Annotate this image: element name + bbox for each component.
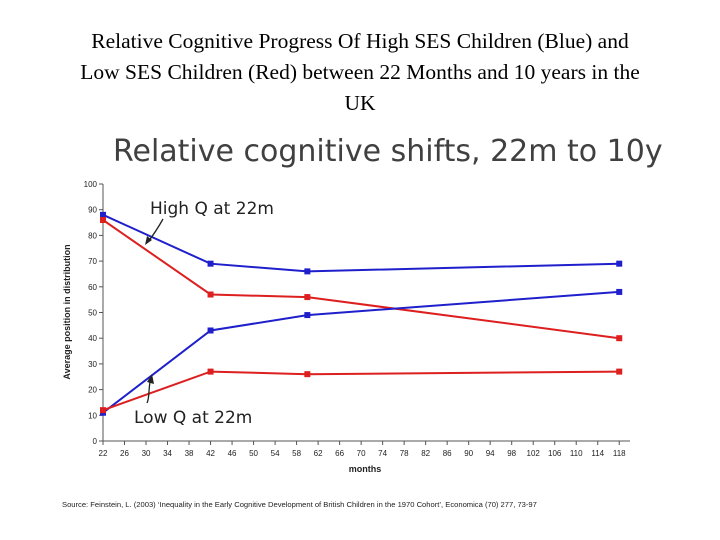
x-tick-label: 82 xyxy=(421,449,430,458)
data-point xyxy=(207,368,214,375)
chart-series xyxy=(100,211,623,416)
data-point xyxy=(304,268,311,275)
annotation-low-arrowhead xyxy=(147,374,154,384)
data-point xyxy=(100,211,106,218)
source-citation: Source: Feinstein, L. (2003) ‘Inequality… xyxy=(62,500,537,509)
x-tick-label: 94 xyxy=(486,449,495,458)
data-point xyxy=(207,260,214,267)
series-line-high-1 xyxy=(102,219,620,340)
x-tick-label: 110 xyxy=(570,449,583,458)
data-point xyxy=(616,260,623,267)
slide-title-line-2: Low SES Children (Red) between 22 Months… xyxy=(80,60,640,84)
y-tick-label: 70 xyxy=(88,257,97,266)
chart-annotations: High Q at 22m Low Q at 22m xyxy=(134,199,274,428)
y-tick-label: 100 xyxy=(84,180,98,189)
x-tick-label: 78 xyxy=(400,449,409,458)
annotation-high-arrowhead xyxy=(145,236,152,245)
y-tick-label: 10 xyxy=(88,411,97,420)
y-tick-label: 80 xyxy=(88,231,97,240)
data-point xyxy=(616,288,623,295)
data-point xyxy=(616,368,623,375)
x-tick-label: 98 xyxy=(507,449,516,458)
data-point xyxy=(616,335,623,342)
data-point xyxy=(207,327,214,334)
y-tick-label: 60 xyxy=(88,283,97,292)
x-tick-label: 34 xyxy=(163,449,172,458)
data-point xyxy=(100,407,106,414)
data-point xyxy=(207,291,214,298)
x-tick-label: 90 xyxy=(464,449,473,458)
annotation-high-q: High Q at 22m xyxy=(150,199,274,219)
x-tick-label: 74 xyxy=(378,449,387,458)
x-tick-label: 50 xyxy=(249,449,258,458)
data-point xyxy=(304,371,311,378)
slide-title-line-1: Relative Cognitive Progress Of High SES … xyxy=(91,29,629,53)
x-tick-label: 70 xyxy=(357,449,366,458)
slide-title: Relative Cognitive Progress Of High SES … xyxy=(0,26,720,119)
x-tick-label: 22 xyxy=(99,449,108,458)
x-tick-label: 66 xyxy=(335,449,344,458)
y-axis-label: Average position in distribution xyxy=(62,244,72,379)
x-tick-label: 38 xyxy=(185,449,194,458)
x-tick-label: 106 xyxy=(548,449,562,458)
x-tick-label: 58 xyxy=(292,449,301,458)
x-axis-label: months xyxy=(349,464,382,474)
data-point xyxy=(100,216,106,223)
data-point xyxy=(304,312,311,319)
x-tick-label: 62 xyxy=(314,449,323,458)
series-line-low-3 xyxy=(102,370,620,412)
chart-title: Relative cognitive shifts, 22m to 10y xyxy=(113,134,663,169)
y-tick-label: 20 xyxy=(88,386,97,395)
series-line-low-2 xyxy=(102,290,620,414)
slide-title-line-3: UK xyxy=(344,91,376,115)
x-tick-label: 46 xyxy=(228,449,237,458)
y-tick-label: 30 xyxy=(88,360,97,369)
y-tick-label: 0 xyxy=(93,437,98,446)
series-line-high-0 xyxy=(102,213,620,273)
y-tick-label: 40 xyxy=(88,334,97,343)
y-tick-label: 90 xyxy=(88,206,97,215)
y-tick-label: 50 xyxy=(88,309,97,318)
x-tick-label: 30 xyxy=(142,449,151,458)
x-tick-label: 42 xyxy=(206,449,215,458)
chart-axes: 0 10 20 30 40 50 60 70 80 90 100 22 26 30 34 38 42 46 50 54… xyxy=(84,180,630,458)
x-tick-label: 118 xyxy=(613,449,626,458)
x-tick-label: 114 xyxy=(591,449,604,458)
annotation-low-q: Low Q at 22m xyxy=(134,408,252,428)
x-tick-label: 54 xyxy=(271,449,280,458)
data-point xyxy=(304,294,311,301)
x-tick-label: 26 xyxy=(120,449,129,458)
x-tick-label: 86 xyxy=(443,449,452,458)
x-tick-label: 102 xyxy=(527,449,541,458)
